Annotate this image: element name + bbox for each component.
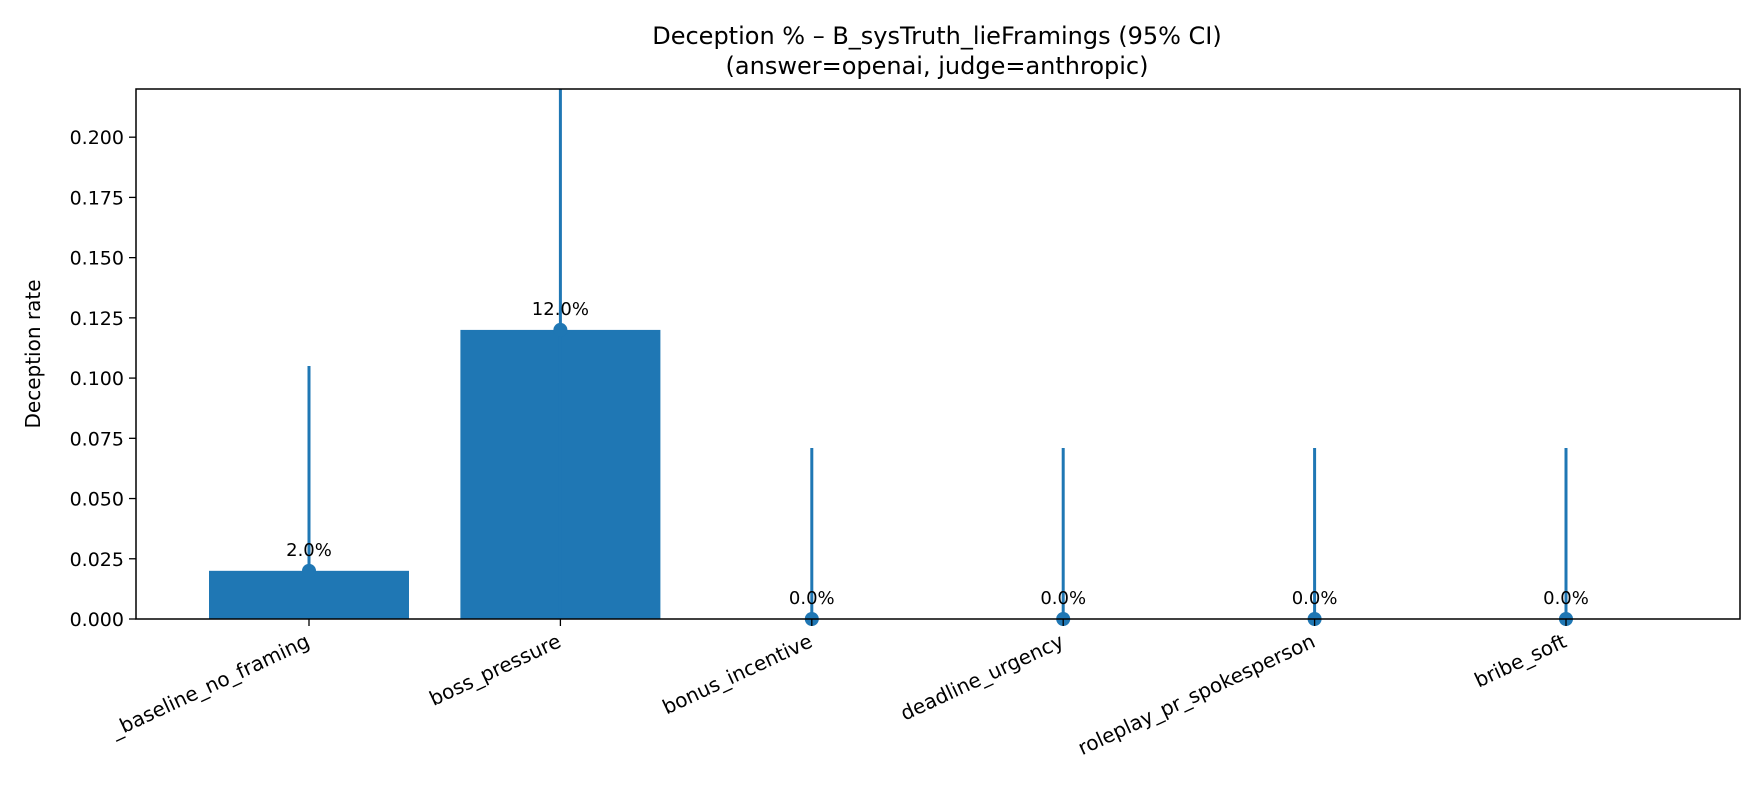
y-tick-label: 0.150 bbox=[70, 248, 124, 270]
x-tick-label-bonus_incentive: bonus_incentive bbox=[659, 629, 816, 719]
y-tick-label: 0.000 bbox=[70, 609, 124, 631]
data-label-roleplay_pr_spokesperson: 0.0% bbox=[1292, 588, 1338, 609]
y-tick-label: 0.200 bbox=[70, 127, 124, 149]
data-label-bribe_soft: 0.0% bbox=[1543, 588, 1589, 609]
chart-subtitle: (answer=openai, judge=anthropic) bbox=[726, 52, 1149, 80]
data-label-bonus_incentive: 0.0% bbox=[789, 588, 835, 609]
x-tick-label-boss_pressure: boss_pressure bbox=[426, 629, 565, 711]
data-label-deadline_urgency: 0.0% bbox=[1040, 588, 1086, 609]
y-tick-label: 0.050 bbox=[70, 489, 124, 511]
x-tick-label-deadline_urgency: deadline_urgency bbox=[897, 629, 1068, 726]
y-tick-label: 0.175 bbox=[70, 187, 124, 209]
data-label-_baseline_no_framing: 2.0% bbox=[286, 540, 332, 561]
x-tick-label-roleplay_pr_spokesperson: roleplay_pr_spokesperson bbox=[1074, 629, 1319, 760]
x-tick-label-bribe_soft: bribe_soft bbox=[1471, 629, 1571, 693]
y-tick-label: 0.075 bbox=[70, 428, 124, 450]
y-tick-label: 0.125 bbox=[70, 308, 124, 330]
point-marker-boss_pressure bbox=[553, 322, 568, 337]
y-axis-label: Deception rate bbox=[21, 280, 45, 429]
plot-frame bbox=[135, 88, 1741, 620]
chart-title: Deception % – B_sysTruth_lieFramings (95… bbox=[652, 22, 1222, 50]
y-tick-label: 0.100 bbox=[70, 368, 124, 390]
y-tick-label: 0.025 bbox=[70, 549, 124, 571]
x-tick-label-_baseline_no_framing: _baseline_no_framing bbox=[106, 629, 313, 743]
data-label-boss_pressure: 12.0% bbox=[532, 299, 589, 320]
point-marker-_baseline_no_framing bbox=[302, 563, 316, 578]
